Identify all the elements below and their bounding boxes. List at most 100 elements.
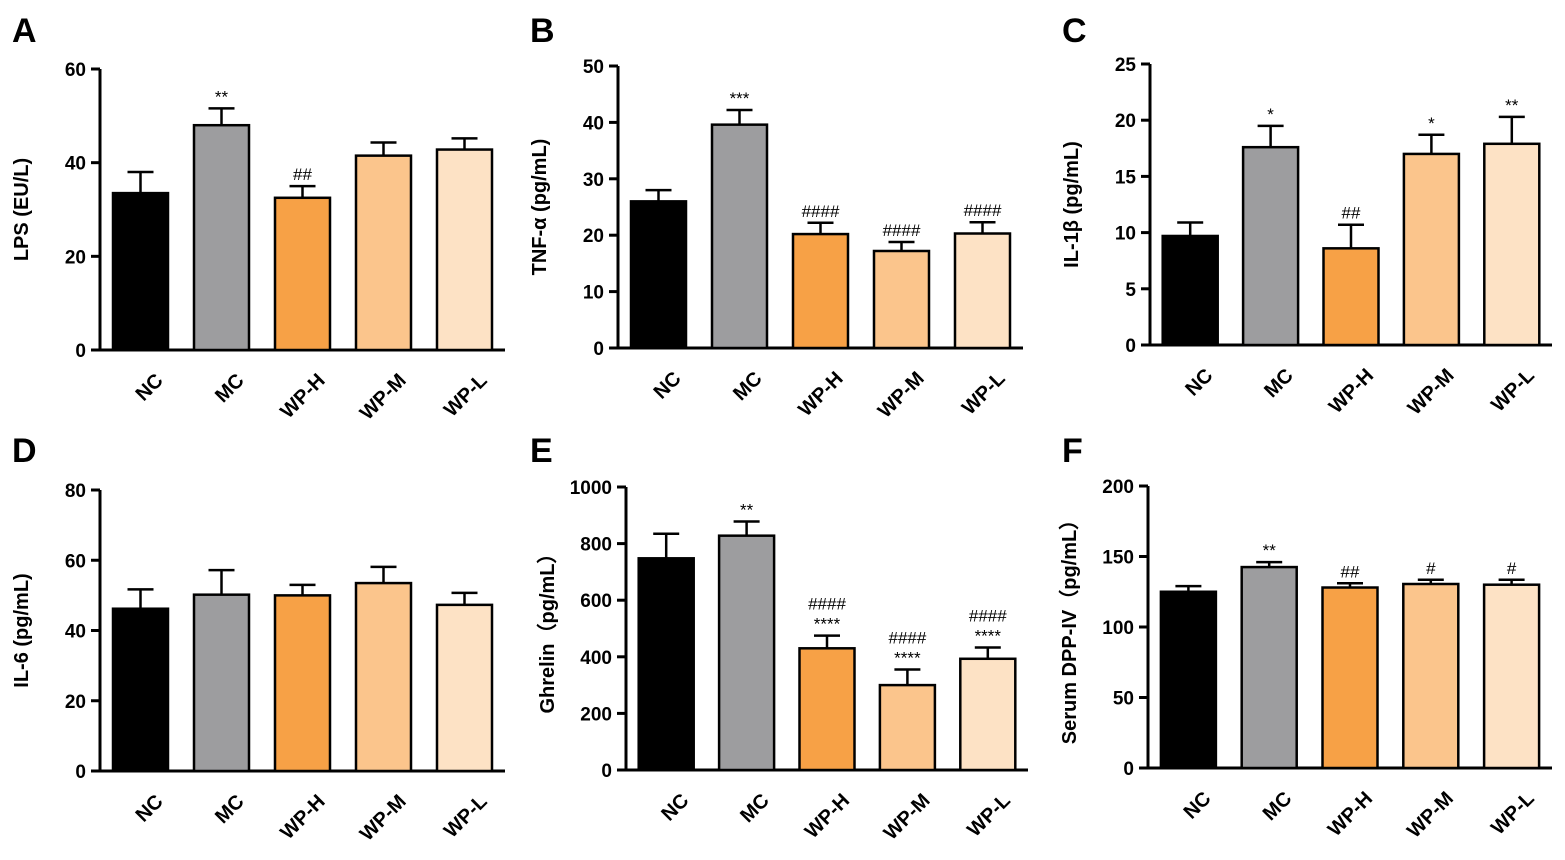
category-label: NC (1181, 365, 1217, 401)
y-tick-label: 40 (65, 622, 86, 643)
y-axis-label: IL-6 (pg/mL) (11, 573, 33, 687)
y-tick-label: 0 (593, 339, 604, 360)
y-tick-label: 800 (580, 535, 612, 556)
category-label: MC (1259, 788, 1297, 826)
category-label: WP-L (1487, 365, 1539, 417)
panel-letter: D (12, 432, 37, 470)
bar-mc (717, 534, 776, 772)
y-tick-label: 50 (583, 57, 604, 78)
significance-mark: #### (883, 221, 921, 240)
y-tick-label: 200 (1102, 477, 1134, 498)
category-label: WP-L (963, 790, 1015, 842)
category-label: WP-H (1324, 788, 1377, 841)
bar-nc (1159, 590, 1218, 770)
significance-mark: ## (293, 165, 312, 184)
category-label: WP-M (1404, 365, 1459, 420)
significance-mark: # (1426, 559, 1436, 578)
category-label: WP-L (1487, 788, 1539, 840)
panel-e: E 0 200 400 600 800 1000 Ghrelin（pg/mL） NC ** MC ##… (530, 432, 1028, 844)
panel-letter: B (530, 12, 555, 50)
bar-wp-m (872, 249, 931, 350)
y-tick-label: 100 (1102, 618, 1134, 639)
significance-mark: #### (964, 201, 1002, 220)
bar-wp-l (435, 603, 494, 773)
bar-nc (111, 191, 170, 352)
panel-letter: E (530, 432, 553, 470)
category-label: WP-H (276, 791, 329, 844)
y-tick-label: 80 (65, 481, 86, 502)
y-tick-label: 10 (1115, 224, 1136, 245)
panel-letter: A (12, 12, 37, 50)
bar-wp-h (273, 196, 332, 352)
significance-mark: #### (802, 202, 840, 221)
y-tick-label: 0 (1125, 336, 1136, 357)
panel-letter: F (1062, 432, 1083, 470)
y-tick-label: 40 (65, 154, 86, 175)
category-label: NC (1180, 788, 1216, 824)
y-axis-label: Ghrelin（pg/mL） (536, 544, 559, 714)
bar-mc (192, 123, 251, 352)
bar-wp-h (798, 647, 856, 772)
category-label: WP-H (276, 370, 329, 423)
y-tick-label: 20 (1115, 111, 1136, 132)
significance-mark: ** (215, 87, 229, 106)
significance-mark: **** (814, 615, 841, 634)
bar-mc (1240, 565, 1298, 770)
y-tick-label: 25 (1115, 55, 1137, 76)
bar-nc (629, 200, 688, 350)
category-label: MC (736, 790, 774, 828)
y-tick-label: 20 (65, 692, 86, 713)
bar-wp-m (1402, 152, 1461, 347)
category-label: WP-L (440, 791, 492, 843)
category-label: MC (211, 791, 249, 829)
category-label: WP-M (880, 790, 935, 845)
y-tick-label: 200 (580, 704, 612, 725)
bar-nc (1161, 234, 1219, 347)
y-tick-label: 0 (75, 762, 86, 783)
bar-mc (192, 593, 251, 773)
significance-mark: #### (969, 606, 1007, 625)
category-label: NC (657, 790, 693, 826)
significance-mark: # (1507, 559, 1517, 578)
significance-mark: * (1267, 105, 1274, 124)
category-label: MC (1260, 365, 1298, 403)
y-tick-label: 20 (65, 247, 86, 268)
y-tick-label: 400 (580, 648, 612, 669)
bar-wp-l (953, 232, 1012, 350)
category-label: WP-M (874, 368, 929, 423)
bar-wp-m (1402, 582, 1460, 770)
category-label: NC (132, 791, 168, 827)
bar-wp-h (1321, 586, 1379, 770)
bar-wp-h (791, 232, 850, 350)
category-label: WP-L (958, 368, 1010, 420)
bar-wp-m (878, 683, 937, 772)
y-axis-label: TNF-α (pg/mL) (529, 139, 551, 276)
category-label: MC (729, 368, 767, 406)
bar-wp-l (1483, 142, 1541, 347)
y-tick-label: 0 (75, 341, 86, 362)
significance-mark: #### (888, 629, 926, 648)
y-tick-label: 15 (1115, 167, 1137, 188)
panel-a: A 0 20 40 60 LPS (EU/L) NC ** MC ## WP-H WP-M WP-L (11, 12, 505, 424)
category-label: WP-H (794, 368, 847, 421)
significance-mark: **** (975, 626, 1002, 645)
bar-mc (1241, 145, 1300, 347)
y-tick-label: 60 (65, 60, 86, 81)
y-tick-label: 50 (1113, 689, 1134, 710)
category-label: NC (132, 370, 168, 406)
bar-wp-h (1322, 247, 1380, 347)
panel-d: D 0 20 40 60 80 IL-6 (pg/mL) NC MC WP-H WP-M WP-L (11, 432, 505, 845)
y-tick-label: 10 (583, 283, 604, 304)
bar-wp-m (354, 581, 413, 773)
bar-wp-l (1482, 583, 1541, 770)
category-label: WP-H (801, 790, 854, 843)
y-axis-label: LPS (EU/L) (11, 158, 33, 261)
y-tick-label: 5 (1125, 280, 1136, 301)
y-tick-label: 0 (1123, 759, 1134, 780)
y-tick-label: 30 (583, 170, 604, 191)
bar-wp-l (435, 148, 494, 352)
bar-wp-l (959, 657, 1017, 772)
y-tick-label: 1000 (570, 478, 612, 499)
